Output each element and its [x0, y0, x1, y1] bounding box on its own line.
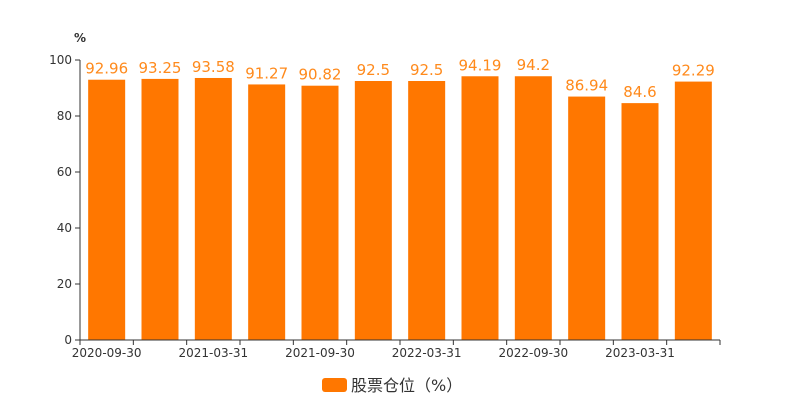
y-tick-label: 0 [64, 333, 72, 347]
bar-value-label: 84.6 [623, 83, 656, 101]
bar-value-label: 92.5 [410, 61, 443, 79]
x-tick-label: 2023-03-31 [605, 346, 675, 360]
bar-value-label: 86.94 [565, 77, 608, 95]
bar[interactable] [141, 78, 179, 341]
legend-label[interactable]: 股票仓位（%） [351, 376, 462, 395]
bar-series [88, 76, 712, 341]
bar-value-label: 92.96 [85, 60, 128, 78]
bar[interactable] [621, 103, 659, 341]
y-tick-label: 60 [57, 165, 72, 179]
bar[interactable] [461, 76, 499, 340]
y-tick-label: 100 [49, 53, 72, 67]
y-unit-label: % [74, 31, 86, 45]
bar[interactable] [301, 85, 339, 340]
x-tick-label: 2021-03-31 [178, 346, 248, 360]
x-tick-label: 2020-09-30 [72, 346, 142, 360]
bar[interactable] [354, 81, 392, 340]
bar[interactable] [514, 76, 552, 341]
x-tick-label: 2022-09-30 [498, 346, 568, 360]
bar-value-label: 93.25 [139, 59, 182, 77]
bar[interactable] [568, 96, 606, 341]
legend-swatch[interactable] [322, 378, 347, 392]
bar-value-label: 93.58 [192, 58, 235, 76]
x-axis: 2020-09-30 2021-03-31 2021-09-30 2022-03-31… [72, 339, 721, 360]
bar-value-label: 91.27 [245, 64, 288, 82]
value-labels: 92.96 93.25 93.58 91.27 90.82 92.5 92.5 94.19 94… [85, 56, 715, 101]
bar[interactable] [674, 81, 712, 340]
bar[interactable] [194, 77, 232, 340]
bar[interactable] [408, 81, 446, 340]
x-tick-label: 2021-09-30 [285, 346, 355, 360]
x-tick-label: 2022-03-31 [392, 346, 462, 360]
bar-value-label: 90.82 [299, 66, 342, 84]
y-tick-label: 40 [57, 221, 72, 235]
y-tick-label: 80 [57, 109, 72, 123]
legend[interactable]: 股票仓位（%） [322, 376, 462, 395]
bar[interactable] [88, 79, 126, 340]
y-tick-label: 20 [57, 277, 72, 291]
bar-value-label: 94.19 [459, 56, 502, 74]
bar-value-label: 92.29 [672, 62, 715, 80]
y-axis: 0 20 40 60 80 100 [49, 53, 81, 347]
bar[interactable] [248, 84, 286, 340]
bar-value-label: 94.2 [517, 56, 550, 74]
bar-value-label: 92.5 [357, 61, 390, 79]
